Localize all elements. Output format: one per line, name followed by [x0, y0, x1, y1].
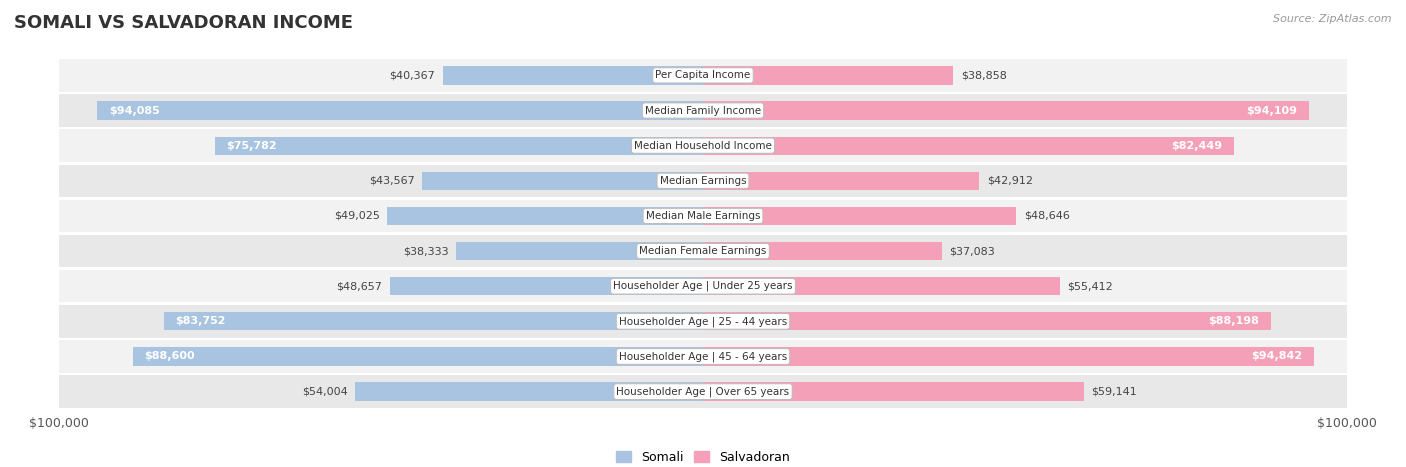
Bar — [387, 207, 703, 225]
Bar — [703, 172, 980, 190]
Text: $82,449: $82,449 — [1171, 141, 1222, 151]
Bar — [59, 129, 1347, 162]
Text: Median Household Income: Median Household Income — [634, 141, 772, 151]
Text: Median Family Income: Median Family Income — [645, 106, 761, 115]
Bar — [703, 242, 942, 260]
Bar — [703, 347, 1313, 366]
Bar — [59, 59, 1347, 92]
Text: $94,842: $94,842 — [1251, 352, 1302, 361]
Text: $37,083: $37,083 — [949, 246, 995, 256]
Bar — [703, 101, 1309, 120]
Text: Median Earnings: Median Earnings — [659, 176, 747, 186]
Bar — [703, 382, 1084, 401]
Bar — [59, 340, 1347, 373]
Text: $83,752: $83,752 — [176, 316, 226, 326]
Text: Householder Age | Under 25 years: Householder Age | Under 25 years — [613, 281, 793, 291]
Text: Householder Age | 25 - 44 years: Householder Age | 25 - 44 years — [619, 316, 787, 326]
Text: $48,646: $48,646 — [1024, 211, 1070, 221]
Bar — [59, 270, 1347, 302]
Text: $54,004: $54,004 — [302, 387, 347, 396]
Bar — [456, 242, 703, 260]
Text: Per Capita Income: Per Capita Income — [655, 71, 751, 80]
Text: $55,412: $55,412 — [1067, 281, 1114, 291]
Bar — [59, 235, 1347, 267]
Bar — [59, 165, 1347, 197]
Bar — [443, 66, 703, 85]
Bar — [97, 101, 703, 120]
Bar — [703, 207, 1017, 225]
Bar — [59, 305, 1347, 338]
Text: $43,567: $43,567 — [368, 176, 415, 186]
Text: $88,600: $88,600 — [145, 352, 195, 361]
Text: $38,858: $38,858 — [960, 71, 1007, 80]
Bar — [703, 277, 1060, 295]
Text: Source: ZipAtlas.com: Source: ZipAtlas.com — [1274, 14, 1392, 24]
Text: Householder Age | 45 - 64 years: Householder Age | 45 - 64 years — [619, 351, 787, 362]
Text: SOMALI VS SALVADORAN INCOME: SOMALI VS SALVADORAN INCOME — [14, 14, 353, 32]
Bar — [703, 136, 1234, 155]
Bar — [59, 375, 1347, 408]
Bar — [163, 312, 703, 331]
Bar — [389, 277, 703, 295]
Text: Median Female Earnings: Median Female Earnings — [640, 246, 766, 256]
Bar — [59, 94, 1347, 127]
Text: $75,782: $75,782 — [226, 141, 277, 151]
Bar — [132, 347, 703, 366]
Bar — [703, 312, 1271, 331]
Text: $48,657: $48,657 — [336, 281, 382, 291]
Text: $40,367: $40,367 — [389, 71, 436, 80]
Text: $59,141: $59,141 — [1091, 387, 1137, 396]
Bar — [422, 172, 703, 190]
Bar — [356, 382, 703, 401]
Text: $88,198: $88,198 — [1208, 316, 1260, 326]
Text: $94,109: $94,109 — [1246, 106, 1298, 115]
Text: Householder Age | Over 65 years: Householder Age | Over 65 years — [616, 386, 790, 397]
Bar — [59, 200, 1347, 232]
Text: $49,025: $49,025 — [333, 211, 380, 221]
Text: $94,085: $94,085 — [108, 106, 159, 115]
Text: $38,333: $38,333 — [404, 246, 449, 256]
Text: $42,912: $42,912 — [987, 176, 1033, 186]
Text: Median Male Earnings: Median Male Earnings — [645, 211, 761, 221]
Legend: Somali, Salvadoran: Somali, Salvadoran — [612, 446, 794, 467]
Bar — [703, 66, 953, 85]
Bar — [215, 136, 703, 155]
